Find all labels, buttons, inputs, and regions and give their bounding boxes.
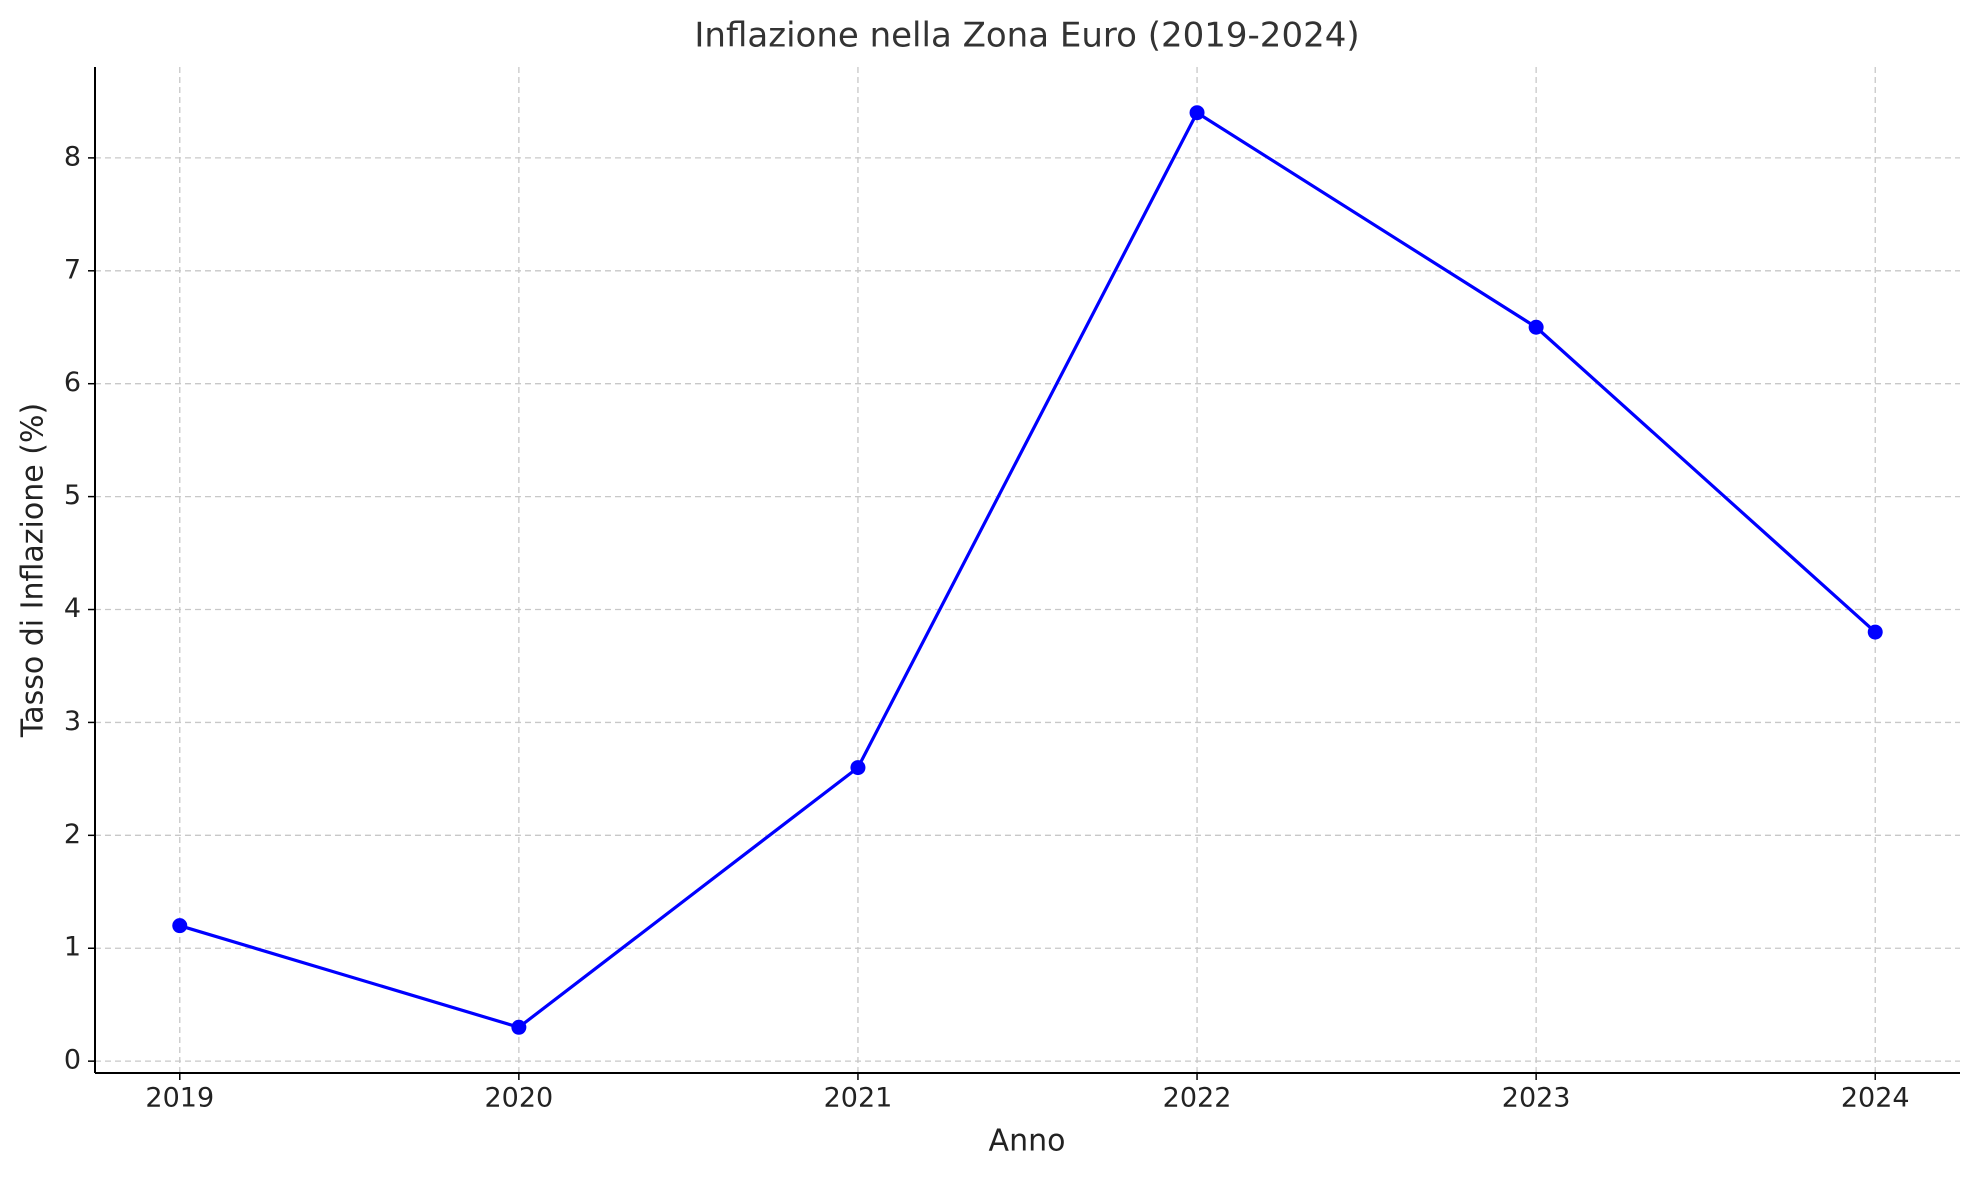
marker xyxy=(172,918,188,934)
chart-title: Inflazione nella Zona Euro (2019-2024) xyxy=(694,16,1359,56)
x-tick-label: 2019 xyxy=(145,1083,214,1114)
y-tick-label: 2 xyxy=(64,819,81,850)
y-tick-label: 3 xyxy=(64,706,81,737)
y-tick-label: 5 xyxy=(64,480,81,511)
y-tick-label: 7 xyxy=(64,254,81,285)
marker xyxy=(1528,319,1544,335)
y-tick-label: 1 xyxy=(64,932,81,963)
x-axis-label: Anno xyxy=(989,1124,1066,1159)
grid xyxy=(95,67,1960,1073)
x-tick-label: 2023 xyxy=(1502,1083,1571,1114)
y-tick-label: 4 xyxy=(64,593,81,624)
marker xyxy=(511,1019,527,1035)
y-tick-label: 8 xyxy=(64,141,81,172)
y-tick-label: 0 xyxy=(64,1045,81,1076)
x-tick-label: 2022 xyxy=(1163,1083,1232,1114)
x-tick-label: 2021 xyxy=(824,1083,893,1114)
x-tick-label: 2024 xyxy=(1841,1083,1910,1114)
marker xyxy=(850,760,866,776)
x-tick-label: 2020 xyxy=(485,1083,554,1114)
y-axis-label: Tasso di Inflazione (%) xyxy=(16,403,51,738)
line xyxy=(179,111,1877,1029)
y-tick-label: 6 xyxy=(64,367,81,398)
marker xyxy=(1189,105,1205,121)
marker xyxy=(1867,624,1883,640)
